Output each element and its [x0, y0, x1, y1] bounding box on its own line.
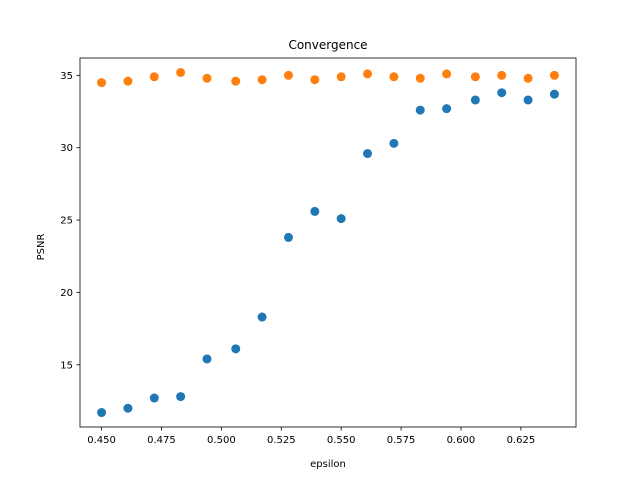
series-1-point [470, 95, 480, 105]
series-1-point [176, 392, 186, 402]
series-2-point [123, 76, 133, 86]
series-1-point [123, 403, 133, 413]
x-tick-label: 0.550 [327, 435, 356, 446]
series-2-point [231, 76, 241, 86]
series-1-point [415, 105, 425, 115]
series-1-point [523, 95, 533, 105]
series-2-point [497, 70, 507, 80]
series-2-point [363, 69, 373, 79]
series-2-point [257, 75, 267, 85]
series-1-point [97, 408, 107, 418]
x-tick-label: 0.600 [447, 435, 476, 446]
series-1-point [497, 88, 507, 98]
series-2-point [310, 75, 320, 85]
series-2-point [149, 72, 159, 82]
series-2-point [389, 72, 399, 82]
x-axis-label: epsilon [310, 459, 346, 470]
x-axis-ticks: 0.450 0.475 0.500 0.525 0.550 0.575 0.600 0.625 [87, 427, 535, 446]
y-tick-label: 25 [60, 216, 73, 227]
series-2-point [202, 73, 212, 83]
series-1-point [283, 232, 293, 242]
y-axis-label: PSNR [36, 234, 47, 261]
series-1-point [336, 214, 346, 224]
series-2-point [283, 70, 293, 80]
x-tick-label: 0.625 [507, 435, 536, 446]
series-1-point [149, 393, 159, 403]
x-tick-label: 0.450 [87, 435, 116, 446]
series-1-point [257, 312, 267, 322]
y-axis-ticks: 15 20 25 30 35 [60, 71, 80, 371]
x-tick-label: 0.525 [267, 435, 296, 446]
series-1-point [442, 104, 452, 114]
series-2-point [523, 73, 533, 83]
series-2-point [470, 72, 480, 82]
axes-frame [79, 57, 577, 428]
series-1-point [363, 149, 373, 159]
y-tick-label: 20 [60, 288, 73, 299]
x-tick-label: 0.475 [147, 435, 176, 446]
series-1-point [231, 344, 241, 354]
plot-area-border [79, 57, 577, 428]
y-tick-label: 30 [60, 143, 73, 154]
series-1-point [549, 89, 559, 99]
x-tick-label: 0.500 [207, 435, 236, 446]
series-1-point [202, 354, 212, 364]
x-tick-label: 0.575 [387, 435, 416, 446]
series-2-point [97, 78, 107, 88]
y-tick-label: 35 [60, 71, 73, 82]
series-1-point [310, 206, 320, 216]
series-2-point [176, 67, 186, 77]
series-2-point [549, 70, 559, 80]
chart-title: Convergence [288, 38, 367, 52]
series-1-point [389, 138, 399, 148]
series-2-point [442, 69, 452, 79]
series-2-point [336, 72, 346, 82]
y-tick-label: 15 [60, 360, 73, 371]
series-2-point [415, 73, 425, 83]
data-points [97, 67, 559, 418]
